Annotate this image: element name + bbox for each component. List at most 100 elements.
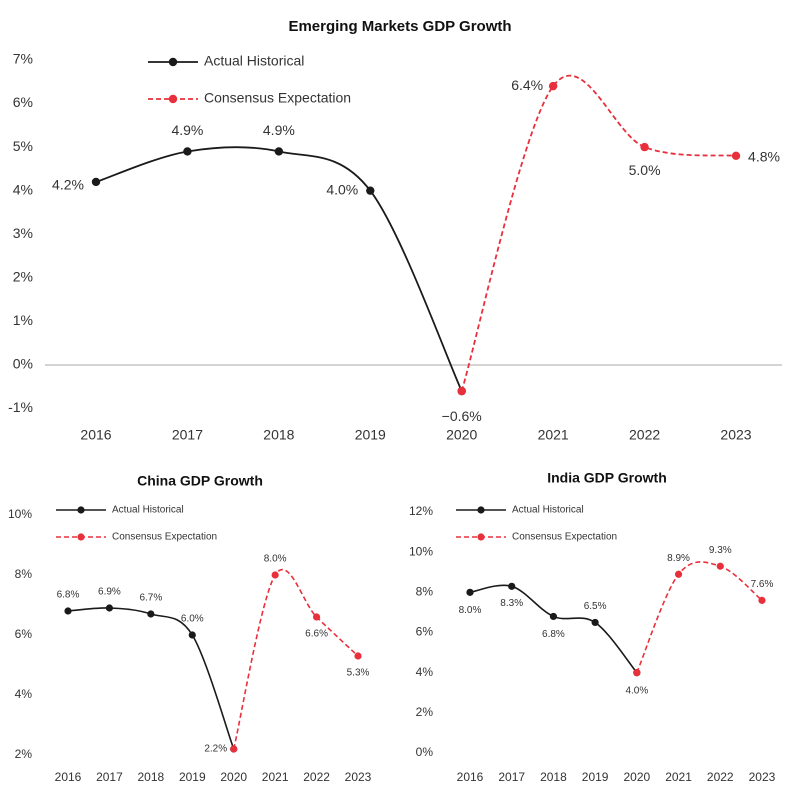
legend-label: Actual Historical [112,505,184,516]
data-point [366,186,375,195]
series-line [636,561,763,673]
series-line [232,568,359,750]
data-point [457,386,466,396]
data-label: 8.3% [500,598,523,609]
data-point [640,142,649,152]
x-tick-label: 2017 [96,770,123,784]
series-line [95,146,463,392]
data-label: 6.8% [57,590,80,601]
x-tick-label: 2021 [538,427,569,443]
y-tick-label: 6% [13,94,33,110]
chart: India GDP Growth 0% 2% 4% 6% 8% 10% 12% 2016 2017… [409,470,776,784]
data-label: 4.0% [625,685,648,696]
x-tick-label: 2017 [498,770,525,784]
data-label: 5.3% [347,668,370,679]
data-point [105,604,114,612]
data-label: 8.0% [459,605,482,616]
y-tick-label: 4% [13,181,33,197]
data-label: 6.9% [98,587,121,598]
data-point [758,596,766,604]
data-label: 6.8% [542,629,565,640]
data-label: 4.9% [171,122,203,138]
data-point [466,588,474,596]
y-tick-label: 10% [8,507,32,521]
y-tick-label: 2% [15,747,33,761]
x-tick-label: 2020 [220,770,247,784]
data-label: 8.0% [264,554,287,565]
chart-title: India GDP Growth [547,470,667,486]
data-label: −0.6% [442,408,482,424]
data-label: 5.0% [629,162,661,178]
x-tick-label: 2019 [582,770,609,784]
x-tick-label: 2023 [749,770,776,784]
data-point [591,618,599,627]
y-tick-label: 10% [409,544,433,558]
legend-label: Consensus Expectation [204,90,351,106]
y-tick-label: 6% [416,625,434,639]
data-point [147,610,155,618]
y-tick-label: 2% [13,269,33,285]
data-point [674,570,683,578]
data-label: 6.4% [511,77,543,93]
x-tick-label: 2018 [263,427,294,443]
x-tick-label: 2019 [355,427,386,443]
series-line [67,607,235,750]
y-tick-label: 1% [13,312,33,328]
chart: China GDP Growth 2% 4% 6% 8% 10% 2016 2017 2018 2… [8,473,372,784]
data-point [312,613,321,621]
data-label: 6.7% [139,593,162,604]
x-tick-label: 2023 [345,770,372,784]
chart-title: Emerging Markets GDP Growth [288,18,511,35]
x-tick-label: 2023 [720,427,751,443]
series-line [460,75,737,392]
y-tick-label: 0% [416,745,434,759]
data-point [271,571,279,579]
legend-marker [77,506,85,514]
x-tick-label: 2016 [55,770,82,784]
x-tick-label: 2018 [540,770,567,784]
x-tick-label: 2021 [262,770,289,784]
y-tick-label: 7% [13,51,33,67]
y-tick-label: 4% [15,687,33,701]
data-point [230,745,238,753]
data-label: 4.2% [52,177,84,193]
chart: Emerging Markets GDP Growth -1% 0% 1% 2% 3% 4%… [8,18,782,443]
data-point [91,177,101,187]
legend-marker [168,57,178,67]
legend-label: Actual Historical [512,505,584,516]
y-tick-label: 0% [13,356,33,372]
legend-label: Consensus Expectation [512,532,617,543]
data-point [354,652,362,660]
x-tick-label: 2022 [707,770,734,784]
y-tick-label: 6% [15,627,33,641]
legend-marker [477,533,485,541]
y-tick-label: 4% [416,665,434,679]
data-point [548,81,558,91]
x-tick-label: 2021 [665,770,692,784]
y-tick-label: 2% [416,705,434,719]
y-tick-label: 12% [409,504,433,518]
data-label: 8.9% [667,553,690,564]
data-label: 6.0% [181,614,204,625]
legend-label: Actual Historical [204,53,304,69]
legend-marker [477,506,485,514]
legend-label: Consensus Expectation [112,532,217,543]
x-tick-label: 2022 [303,770,330,784]
y-tick-label: 5% [13,138,33,154]
x-tick-label: 2019 [179,770,206,784]
y-tick-label: 8% [416,585,434,599]
data-label: 4.8% [748,149,780,165]
data-label: 6.6% [305,629,328,640]
x-tick-label: 2020 [446,427,477,443]
data-label: 4.9% [263,122,295,138]
data-point [188,631,196,639]
x-tick-label: 2020 [623,770,650,784]
chart-title: China GDP Growth [137,473,263,489]
data-point [633,669,641,677]
x-tick-label: 2016 [457,770,484,784]
legend-marker [168,94,178,104]
y-tick-label: -1% [8,399,33,415]
y-tick-label: 3% [13,225,33,241]
data-label: 9.3% [709,545,732,556]
